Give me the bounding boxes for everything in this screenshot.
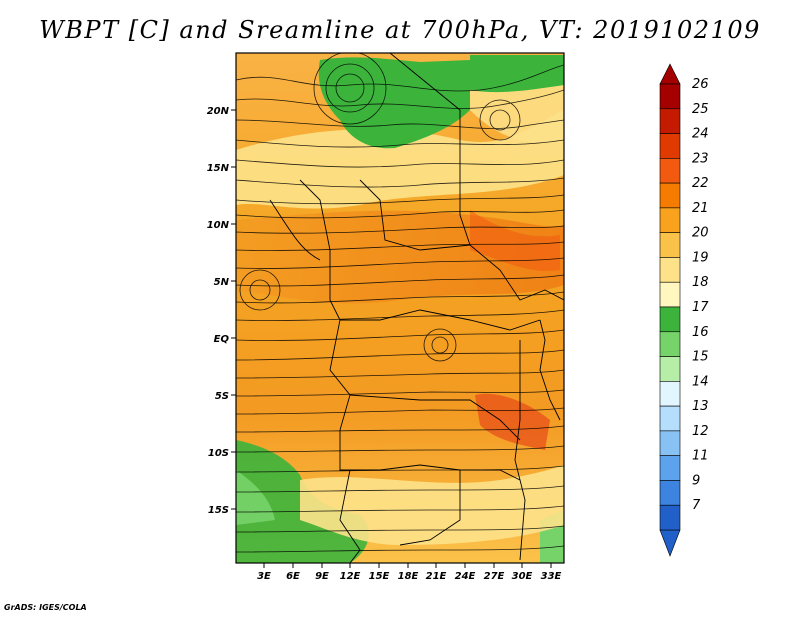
colorbar-segment [659,158,681,184]
colorbar-segment [659,133,681,159]
colorbar-label: 19 [692,250,709,265]
colorbar-label: 25 [692,102,709,117]
colorbar-bottom-arrow [659,529,681,557]
country-borders [269,53,564,563]
colorbar-top-arrow [659,63,681,85]
colorbar-segment [659,356,681,382]
colorbar-label: 26 [692,77,709,92]
colorbar-label: 11 [692,449,709,464]
lon-label: 33E [541,571,562,582]
lon-label: 30E [512,571,533,582]
colorbar-label: 12 [692,424,709,439]
lon-label: 15E [369,571,390,582]
colorbar-segment [659,257,681,283]
colorbar-segment [659,430,681,456]
colorbar-segment [659,381,681,407]
lon-label: 9E [315,571,329,582]
colorbar: 26 25 24 23 22 21 20 19 18 17 16 15 14 13 12 11 9 7 [659,63,709,557]
colorbar-label: 7 [692,498,701,513]
lat-label: EQ [214,334,230,345]
colorbar-label: 13 [692,399,709,414]
colorbar-segment [659,480,681,506]
lon-label: 21E [426,571,447,582]
lon-label: 24E [455,571,476,582]
colorbar-segment [659,306,681,333]
colorbar-label: 22 [692,176,709,191]
longitude-axis: 3E 6E 9E 12E 15E 18E 21E 24E 27E 30E 33E [257,563,562,582]
plot-frame [235,52,565,564]
colorbar-segment [659,182,681,209]
lat-label: 15S [208,505,229,516]
colorbar-segment [659,331,681,357]
lon-label: 27E [484,571,505,582]
wbpt-field [236,53,564,563]
colorbar-label: 16 [692,325,709,340]
colorbar-segment [659,83,681,110]
colorbar-label: 14 [692,374,709,389]
colorbar-segment [659,232,681,258]
colorbar-label: 24 [692,127,709,142]
colorbar-label: 9 [692,473,700,488]
colorbar-segment [659,108,681,134]
colorbar-label: 18 [692,275,709,290]
lat-label: 20N [207,106,230,117]
lon-label: 12E [340,571,361,582]
lon-label: 6E [286,571,300,582]
lat-label: 10N [207,220,230,231]
footer-credit: GrADS: IGES/COLA [4,603,87,612]
colorbar-label: 15 [692,350,709,365]
streamlines [236,53,564,553]
lat-label: 10S [208,448,229,459]
lon-label: 3E [257,571,271,582]
latitude-axis: 20N 15N 10N 5N EQ 5S 10S 15S [207,106,236,516]
colorbar-segment [659,504,681,531]
lat-label: 5S [215,391,229,402]
lon-label: 18E [398,571,419,582]
colorbar-segment [659,455,681,481]
colorbar-segment [659,207,681,233]
colorbar-label: 21 [692,201,709,216]
colorbar-label: 23 [692,151,709,166]
lat-label: 15N [207,163,230,174]
map-title: WBPT [C] and Sreamline at 700hPa, VT: 20… [39,16,761,44]
colorbar-label: 17 [692,300,709,315]
colorbar-label: 20 [692,226,709,241]
colorbar-segment [659,405,681,432]
colorbar-segment [659,281,681,308]
lat-label: 5N [214,277,230,288]
